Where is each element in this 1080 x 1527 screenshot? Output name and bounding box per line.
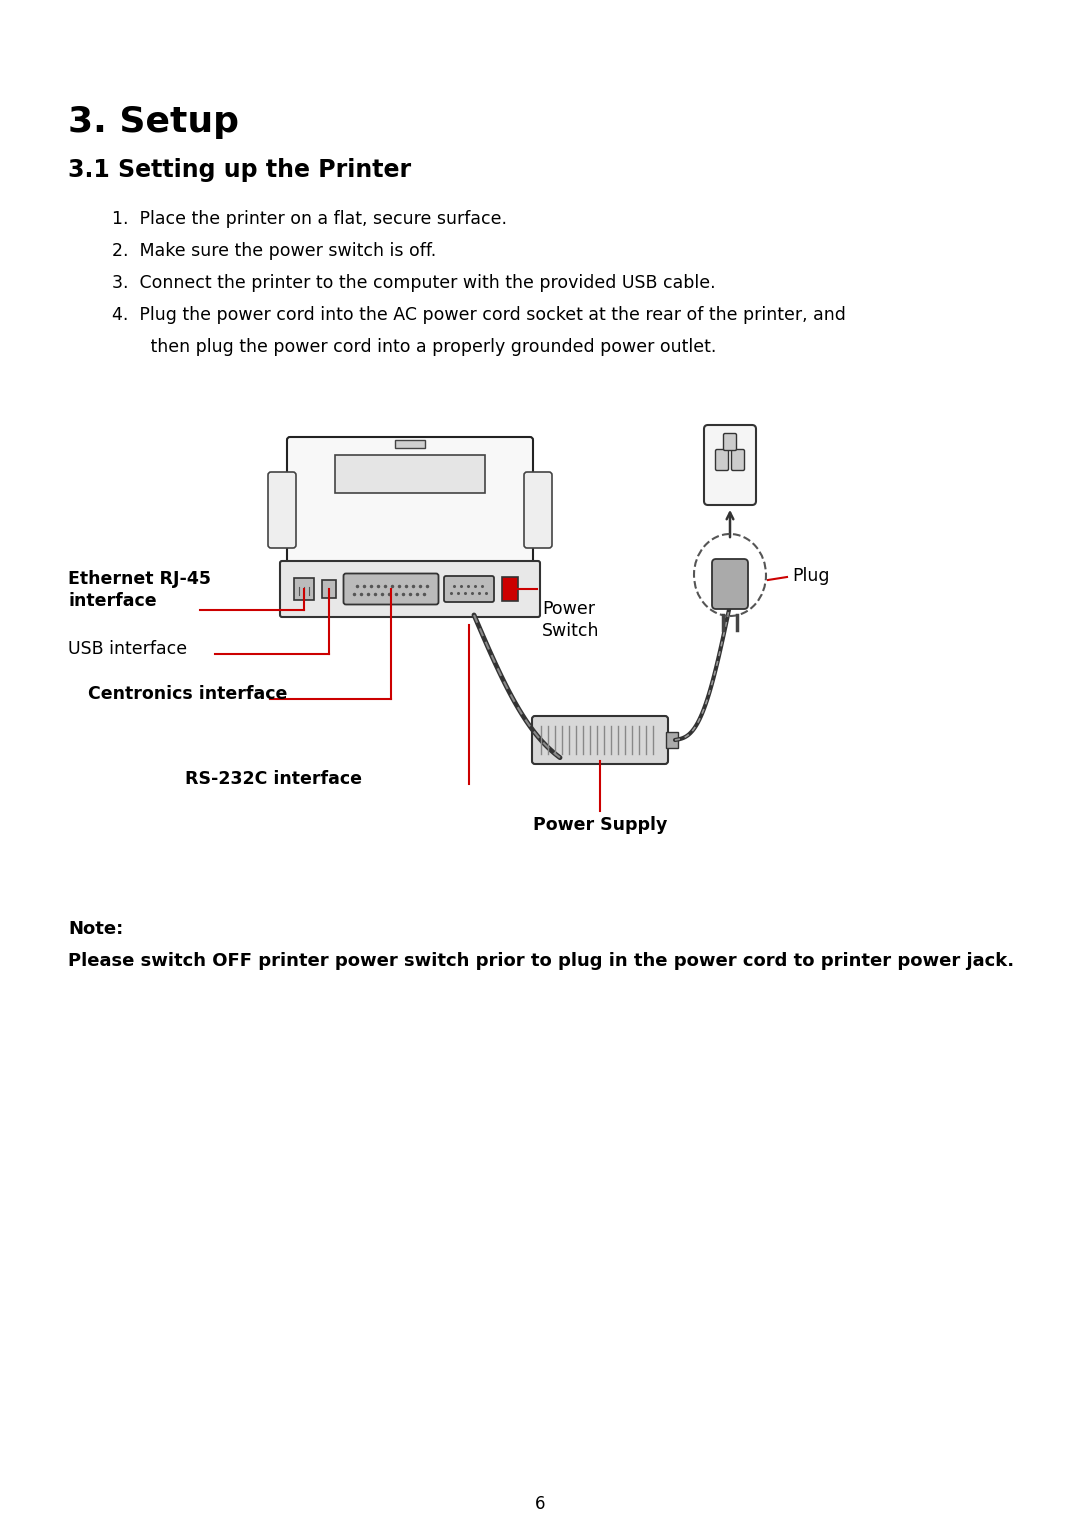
Bar: [666, 731, 678, 748]
FancyBboxPatch shape: [280, 560, 540, 617]
Text: 4.  Plug the power cord into the AC power cord socket at the rear of the printer: 4. Plug the power cord into the AC power…: [112, 305, 846, 324]
FancyBboxPatch shape: [724, 434, 737, 450]
Text: then plug the power cord into a properly grounded power outlet.: then plug the power cord into a properly…: [112, 337, 716, 356]
FancyBboxPatch shape: [268, 472, 296, 548]
Text: Please switch OFF printer power switch prior to plug in the power cord to printe: Please switch OFF printer power switch p…: [68, 951, 1014, 970]
FancyBboxPatch shape: [731, 449, 744, 470]
Text: Plug: Plug: [792, 567, 829, 585]
Text: Centronics interface: Centronics interface: [87, 686, 287, 702]
Text: 3. Setup: 3. Setup: [68, 105, 239, 139]
Text: Note:: Note:: [68, 919, 123, 938]
Text: Switch: Switch: [542, 621, 599, 640]
Bar: [293, 571, 527, 583]
Text: RS-232C interface: RS-232C interface: [185, 770, 362, 788]
Bar: [322, 580, 336, 599]
Text: Ethernet RJ-45: Ethernet RJ-45: [68, 570, 211, 588]
Text: 6: 6: [535, 1495, 545, 1513]
Text: 1.  Place the printer on a flat, secure surface.: 1. Place the printer on a flat, secure s…: [112, 211, 507, 228]
Bar: [285, 563, 535, 591]
FancyBboxPatch shape: [712, 559, 748, 609]
Bar: [335, 455, 485, 493]
Text: interface: interface: [68, 592, 157, 609]
Text: USB interface: USB interface: [68, 640, 187, 658]
FancyBboxPatch shape: [287, 437, 534, 567]
Text: 2.  Make sure the power switch is off.: 2. Make sure the power switch is off.: [112, 241, 436, 260]
FancyBboxPatch shape: [444, 576, 494, 602]
Text: Power: Power: [542, 600, 595, 618]
FancyBboxPatch shape: [715, 449, 729, 470]
FancyBboxPatch shape: [524, 472, 552, 548]
Bar: [395, 440, 426, 447]
FancyBboxPatch shape: [343, 574, 438, 605]
Bar: [502, 577, 518, 602]
FancyBboxPatch shape: [704, 425, 756, 505]
Text: 3.  Connect the printer to the computer with the provided USB cable.: 3. Connect the printer to the computer w…: [112, 273, 716, 292]
FancyBboxPatch shape: [532, 716, 669, 764]
Text: 3.1 Setting up the Printer: 3.1 Setting up the Printer: [68, 157, 411, 182]
Text: Power Supply: Power Supply: [532, 815, 667, 834]
Bar: [294, 579, 314, 600]
